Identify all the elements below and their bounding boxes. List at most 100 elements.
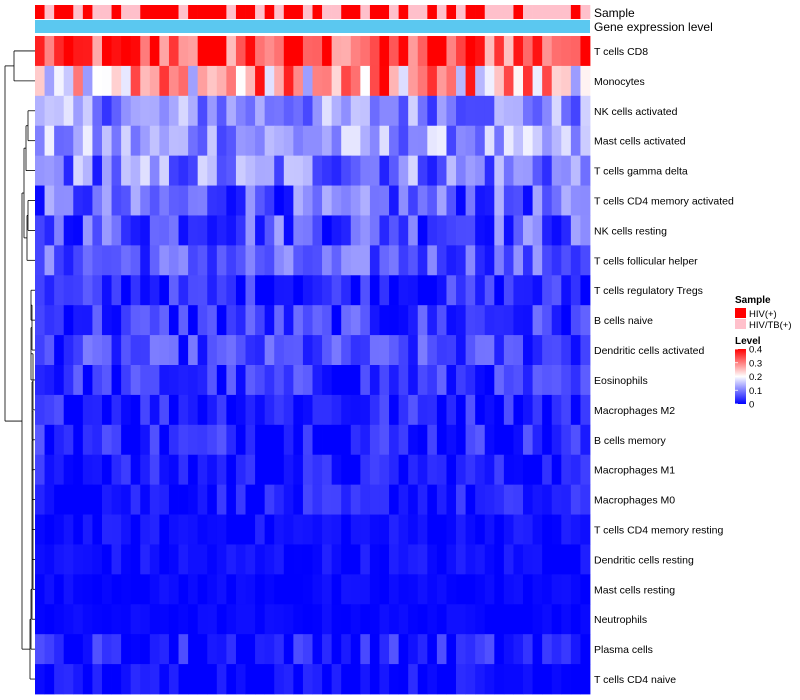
heatmap-cell: [456, 65, 467, 97]
heatmap-cell: [456, 185, 467, 216]
heatmap-cell: [130, 454, 141, 486]
heatmap-cell: [44, 185, 55, 216]
heatmap-cell: [456, 454, 467, 486]
heatmap-cell: [312, 454, 323, 486]
heatmap-cell: [111, 335, 122, 366]
heatmap-cell: [264, 604, 275, 635]
heatmap-cell: [159, 514, 170, 545]
heatmap-cell: [580, 125, 591, 157]
heatmap-cell: [216, 574, 227, 605]
heatmap-cell: [389, 36, 400, 67]
heatmap-cell: [465, 65, 476, 97]
heatmap-cell: [207, 574, 218, 605]
heatmap-cell: [159, 305, 170, 336]
heatmap-cell: [101, 454, 112, 486]
heatmap-cell: [494, 155, 505, 186]
heatmap-cell: [245, 155, 256, 186]
heatmap-cell: [561, 664, 572, 695]
heatmap-cell: [379, 185, 390, 216]
heatmap-cell: [188, 544, 199, 575]
heatmap-cell: [580, 574, 591, 605]
heatmap-cell: [446, 394, 457, 426]
heatmap-cell: [523, 275, 533, 306]
sample-legend-title: Sample: [735, 295, 771, 306]
heatmap-cell: [283, 36, 294, 67]
heatmap-cell: [264, 65, 275, 97]
heatmap-cell: [561, 365, 572, 396]
heatmap-cell: [408, 424, 419, 456]
heatmap-cell: [417, 454, 428, 486]
heatmap-cell: [35, 275, 45, 306]
heatmap-cell: [121, 305, 132, 336]
heatmap-cell: [54, 484, 65, 515]
heatmap-cell: [570, 634, 581, 665]
heatmap-cell: [293, 65, 304, 97]
heatmap-cell: [197, 125, 208, 157]
heatmap-cell: [245, 514, 256, 545]
heatmap-cell: [494, 424, 505, 456]
heatmap-cell: [216, 125, 227, 157]
heatmap-cell: [274, 574, 285, 605]
heatmap-cell: [44, 574, 55, 605]
heatmap-cell: [54, 65, 65, 97]
heatmap-cell: [350, 305, 361, 336]
heatmap-cell: [101, 394, 112, 426]
heatmap-cell: [245, 544, 256, 575]
heatmap-cell: [542, 185, 553, 216]
heatmap-cell: [341, 95, 352, 127]
heatmap-cell: [398, 394, 409, 426]
heatmap-cell: [63, 125, 74, 157]
heatmap-cell: [427, 245, 438, 276]
heatmap-cell: [255, 394, 266, 426]
heatmap-cell: [73, 65, 84, 97]
heatmap-cell: [331, 185, 342, 216]
heatmap-cell: [226, 215, 237, 246]
heatmap-cell: [101, 424, 112, 456]
heatmap-cell: [73, 424, 84, 456]
heatmap-cell: [456, 155, 467, 186]
heatmap-cell: [121, 65, 132, 97]
heatmap-cell: [207, 125, 218, 157]
heatmap-cell: [73, 215, 84, 246]
heatmap-cell: [111, 484, 122, 515]
heatmap-cell: [532, 424, 543, 456]
heatmap-cell: [216, 155, 227, 186]
heatmap-cell: [446, 454, 457, 486]
heatmap-cell: [551, 544, 562, 575]
heatmap-cell: [331, 215, 342, 246]
heatmap-cell: [73, 155, 84, 186]
level-tick-label: 0.3: [749, 358, 762, 369]
heatmap-cell: [513, 65, 524, 97]
heatmap-cell: [293, 335, 304, 366]
heatmap-cell: [561, 95, 572, 127]
heatmap-cell: [283, 484, 294, 515]
heatmap-cell: [369, 305, 380, 336]
heatmap-cell: [188, 185, 199, 216]
heatmap-cell: [121, 424, 132, 456]
sample-annotation-cell: [312, 5, 323, 19]
heatmap-cell: [542, 604, 553, 635]
heatmap-cell: [293, 245, 304, 276]
heatmap-cell: [274, 424, 285, 456]
heatmap-cell: [235, 574, 246, 605]
heatmap-cell: [312, 65, 323, 97]
heatmap-cell: [427, 454, 438, 486]
heatmap-cell: [398, 604, 409, 635]
heatmap-cell: [92, 365, 103, 396]
heatmap-cell: [570, 664, 581, 695]
heatmap-cell: [417, 604, 428, 635]
heatmap-cell: [542, 454, 553, 486]
heatmap-cell: [561, 275, 572, 306]
heatmap-cell: [360, 125, 371, 157]
heatmap-cell: [274, 185, 285, 216]
row-label: Macrophages M1: [594, 465, 675, 477]
heatmap-cell: [35, 424, 45, 456]
heatmap-cell: [389, 335, 400, 366]
heatmap-cell: [484, 275, 495, 306]
sample-annotation-cell: [274, 5, 285, 19]
heatmap-cell: [417, 574, 428, 605]
heatmap-cell: [532, 335, 543, 366]
heatmap-cell: [207, 95, 218, 127]
heatmap-cell: [523, 245, 533, 276]
heatmap-cell: [322, 604, 333, 635]
